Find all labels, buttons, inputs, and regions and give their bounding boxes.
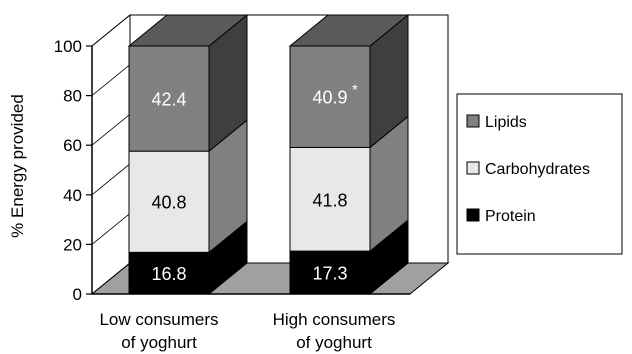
y-tick-depth-line <box>91 64 131 96</box>
legend-label: Carbohydrates <box>485 161 590 178</box>
legend-swatch <box>466 114 480 128</box>
data-label: 40.8 <box>151 193 186 213</box>
y-tick-depth-line <box>91 213 131 245</box>
legend-box <box>456 93 623 255</box>
bar-segment <box>128 150 210 253</box>
bar-top <box>288 14 410 47</box>
y-tick-depth-line <box>91 113 131 146</box>
bar-segment <box>289 146 371 252</box>
data-label: 40.9 <box>312 88 347 108</box>
bar-segment <box>128 251 210 295</box>
y-tick-depth-line <box>91 163 131 196</box>
bar-segment <box>289 45 371 148</box>
legend-swatch <box>466 161 480 175</box>
data-label: 41.8 <box>312 190 347 210</box>
y-tick-depth-line <box>91 14 131 47</box>
legend-label: Protein <box>485 208 536 225</box>
y-tick-label: 40 <box>63 186 82 205</box>
x-category-label: Low consumers <box>99 310 218 329</box>
y-axis-title: % Energy provided <box>8 94 27 238</box>
y-tick-label: 80 <box>63 87 82 106</box>
x-category-label: High consumers <box>273 310 396 329</box>
data-label: 42.4 <box>151 90 186 110</box>
y-tick-label: 20 <box>63 235 82 254</box>
data-label: 17.3 <box>312 264 347 284</box>
y-tick-depth-line <box>91 262 131 295</box>
legend-label: Lipids <box>485 114 527 131</box>
y-tick-label: 60 <box>63 136 82 155</box>
bar-segment <box>289 250 371 295</box>
legend-swatch <box>466 208 480 222</box>
significance-marker: * <box>352 82 358 99</box>
x-category-label: of yoghurt <box>296 333 372 352</box>
side-wall <box>91 13 131 296</box>
y-tick-label: 100 <box>54 37 82 56</box>
bar-segment <box>128 45 210 152</box>
x-category-label: of yoghurt <box>121 333 197 352</box>
bar-top <box>127 14 249 47</box>
y-tick-label: 0 <box>73 285 82 304</box>
data-label: 16.8 <box>151 264 186 284</box>
